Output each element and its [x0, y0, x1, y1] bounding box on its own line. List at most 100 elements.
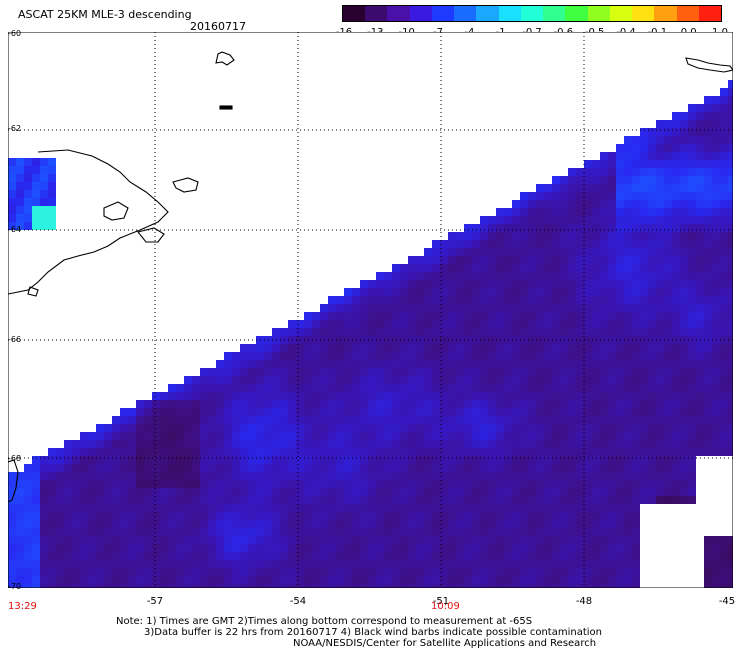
swath-cell	[448, 408, 456, 416]
swath-cell	[376, 304, 384, 312]
swath-cell	[632, 512, 640, 520]
swath-cell	[584, 488, 592, 496]
swath-cell	[456, 536, 464, 544]
swath-cell	[528, 232, 536, 240]
swath-cell	[600, 312, 608, 320]
swath-cell	[392, 312, 400, 320]
swath-cell	[720, 152, 728, 160]
swath-cell	[544, 208, 552, 216]
swath-cell	[560, 456, 568, 464]
swath-cell	[624, 480, 632, 488]
swath-cell	[248, 384, 256, 392]
swath-cell	[416, 296, 424, 304]
swath-cell	[624, 200, 632, 208]
swath-cell	[696, 392, 704, 400]
swath-cell	[712, 304, 720, 312]
swath-cell	[288, 560, 296, 568]
swath-cell	[632, 528, 640, 536]
swath-cell	[608, 168, 616, 176]
swath-cell	[648, 240, 656, 248]
swath-cell	[640, 480, 648, 488]
swath-cell	[456, 256, 464, 264]
swath-cell	[640, 200, 648, 208]
swath-cell	[472, 528, 480, 536]
swath-cell	[432, 576, 440, 584]
swath-cell	[536, 192, 544, 200]
colorbar-swatch	[365, 6, 388, 21]
swath-cell	[640, 312, 648, 320]
swath-cell	[272, 400, 280, 408]
swath-cell	[552, 232, 560, 240]
swath-cell	[408, 528, 416, 536]
swath-cell	[376, 432, 384, 440]
swath-cell	[424, 424, 432, 432]
swath-cell	[408, 368, 416, 376]
swath-cell	[344, 528, 352, 536]
swath-cell	[496, 320, 504, 328]
swath-cell	[584, 176, 592, 184]
swath-cell	[568, 192, 576, 200]
swath-cell	[688, 232, 696, 240]
swath-cell	[152, 528, 160, 536]
swath-cell	[680, 496, 688, 504]
swath-cell	[400, 408, 408, 416]
swath-cell	[376, 568, 384, 576]
swath-cell	[352, 312, 360, 320]
coastline	[137, 227, 165, 243]
swath-cell	[376, 408, 384, 416]
swath-cell	[416, 464, 424, 472]
swath-cell	[200, 424, 208, 432]
swath-cell	[688, 424, 696, 432]
swath-cell	[208, 408, 216, 416]
swath-cell	[528, 272, 536, 280]
swath-cell	[232, 472, 240, 480]
swath-cell	[120, 544, 128, 552]
swath-cell	[232, 440, 240, 448]
swath-cell	[64, 552, 72, 560]
swath-cell	[456, 408, 464, 416]
swath-cell	[64, 472, 72, 480]
swath-cell	[528, 360, 536, 368]
swath-cell	[184, 552, 192, 560]
swath-cell	[72, 520, 80, 528]
swath-cell	[400, 528, 408, 536]
swath-cell	[472, 352, 480, 360]
swath-cell	[576, 376, 584, 384]
swath-cell	[712, 440, 720, 448]
swath-cell	[280, 472, 288, 480]
swath-cell	[72, 568, 80, 576]
swath-cell	[184, 416, 192, 424]
swath-cell	[248, 528, 256, 536]
swath-cell	[120, 560, 128, 568]
swath-cell	[544, 352, 552, 360]
swath-cell	[160, 544, 168, 552]
swath-cell	[616, 488, 624, 496]
swath-cell	[472, 440, 480, 448]
swath-cell	[40, 198, 48, 206]
swath-cell	[680, 320, 688, 328]
swath-cell	[712, 96, 720, 104]
swath-cell	[616, 448, 624, 456]
swath-cell	[568, 560, 576, 568]
swath-cell	[408, 488, 416, 496]
swath-cell	[32, 504, 40, 512]
swath-cell	[24, 496, 32, 504]
swath-cell	[336, 360, 344, 368]
swath-cell	[16, 214, 24, 222]
swath-cell	[400, 280, 408, 288]
swath-cell	[112, 448, 120, 456]
swath-cell	[40, 214, 48, 222]
swath-cell	[584, 368, 592, 376]
swath-cell	[472, 512, 480, 520]
swath-cell	[696, 112, 704, 120]
swath-cell	[160, 424, 168, 432]
swath-cell	[312, 352, 320, 360]
swath-cell	[456, 240, 464, 248]
swath-cell	[280, 400, 288, 408]
swath-cell	[400, 560, 408, 568]
swath-cell	[472, 264, 480, 272]
swath-cell	[392, 360, 400, 368]
swath-cell	[568, 208, 576, 216]
swath-cell	[464, 328, 472, 336]
swath-cell	[536, 504, 544, 512]
